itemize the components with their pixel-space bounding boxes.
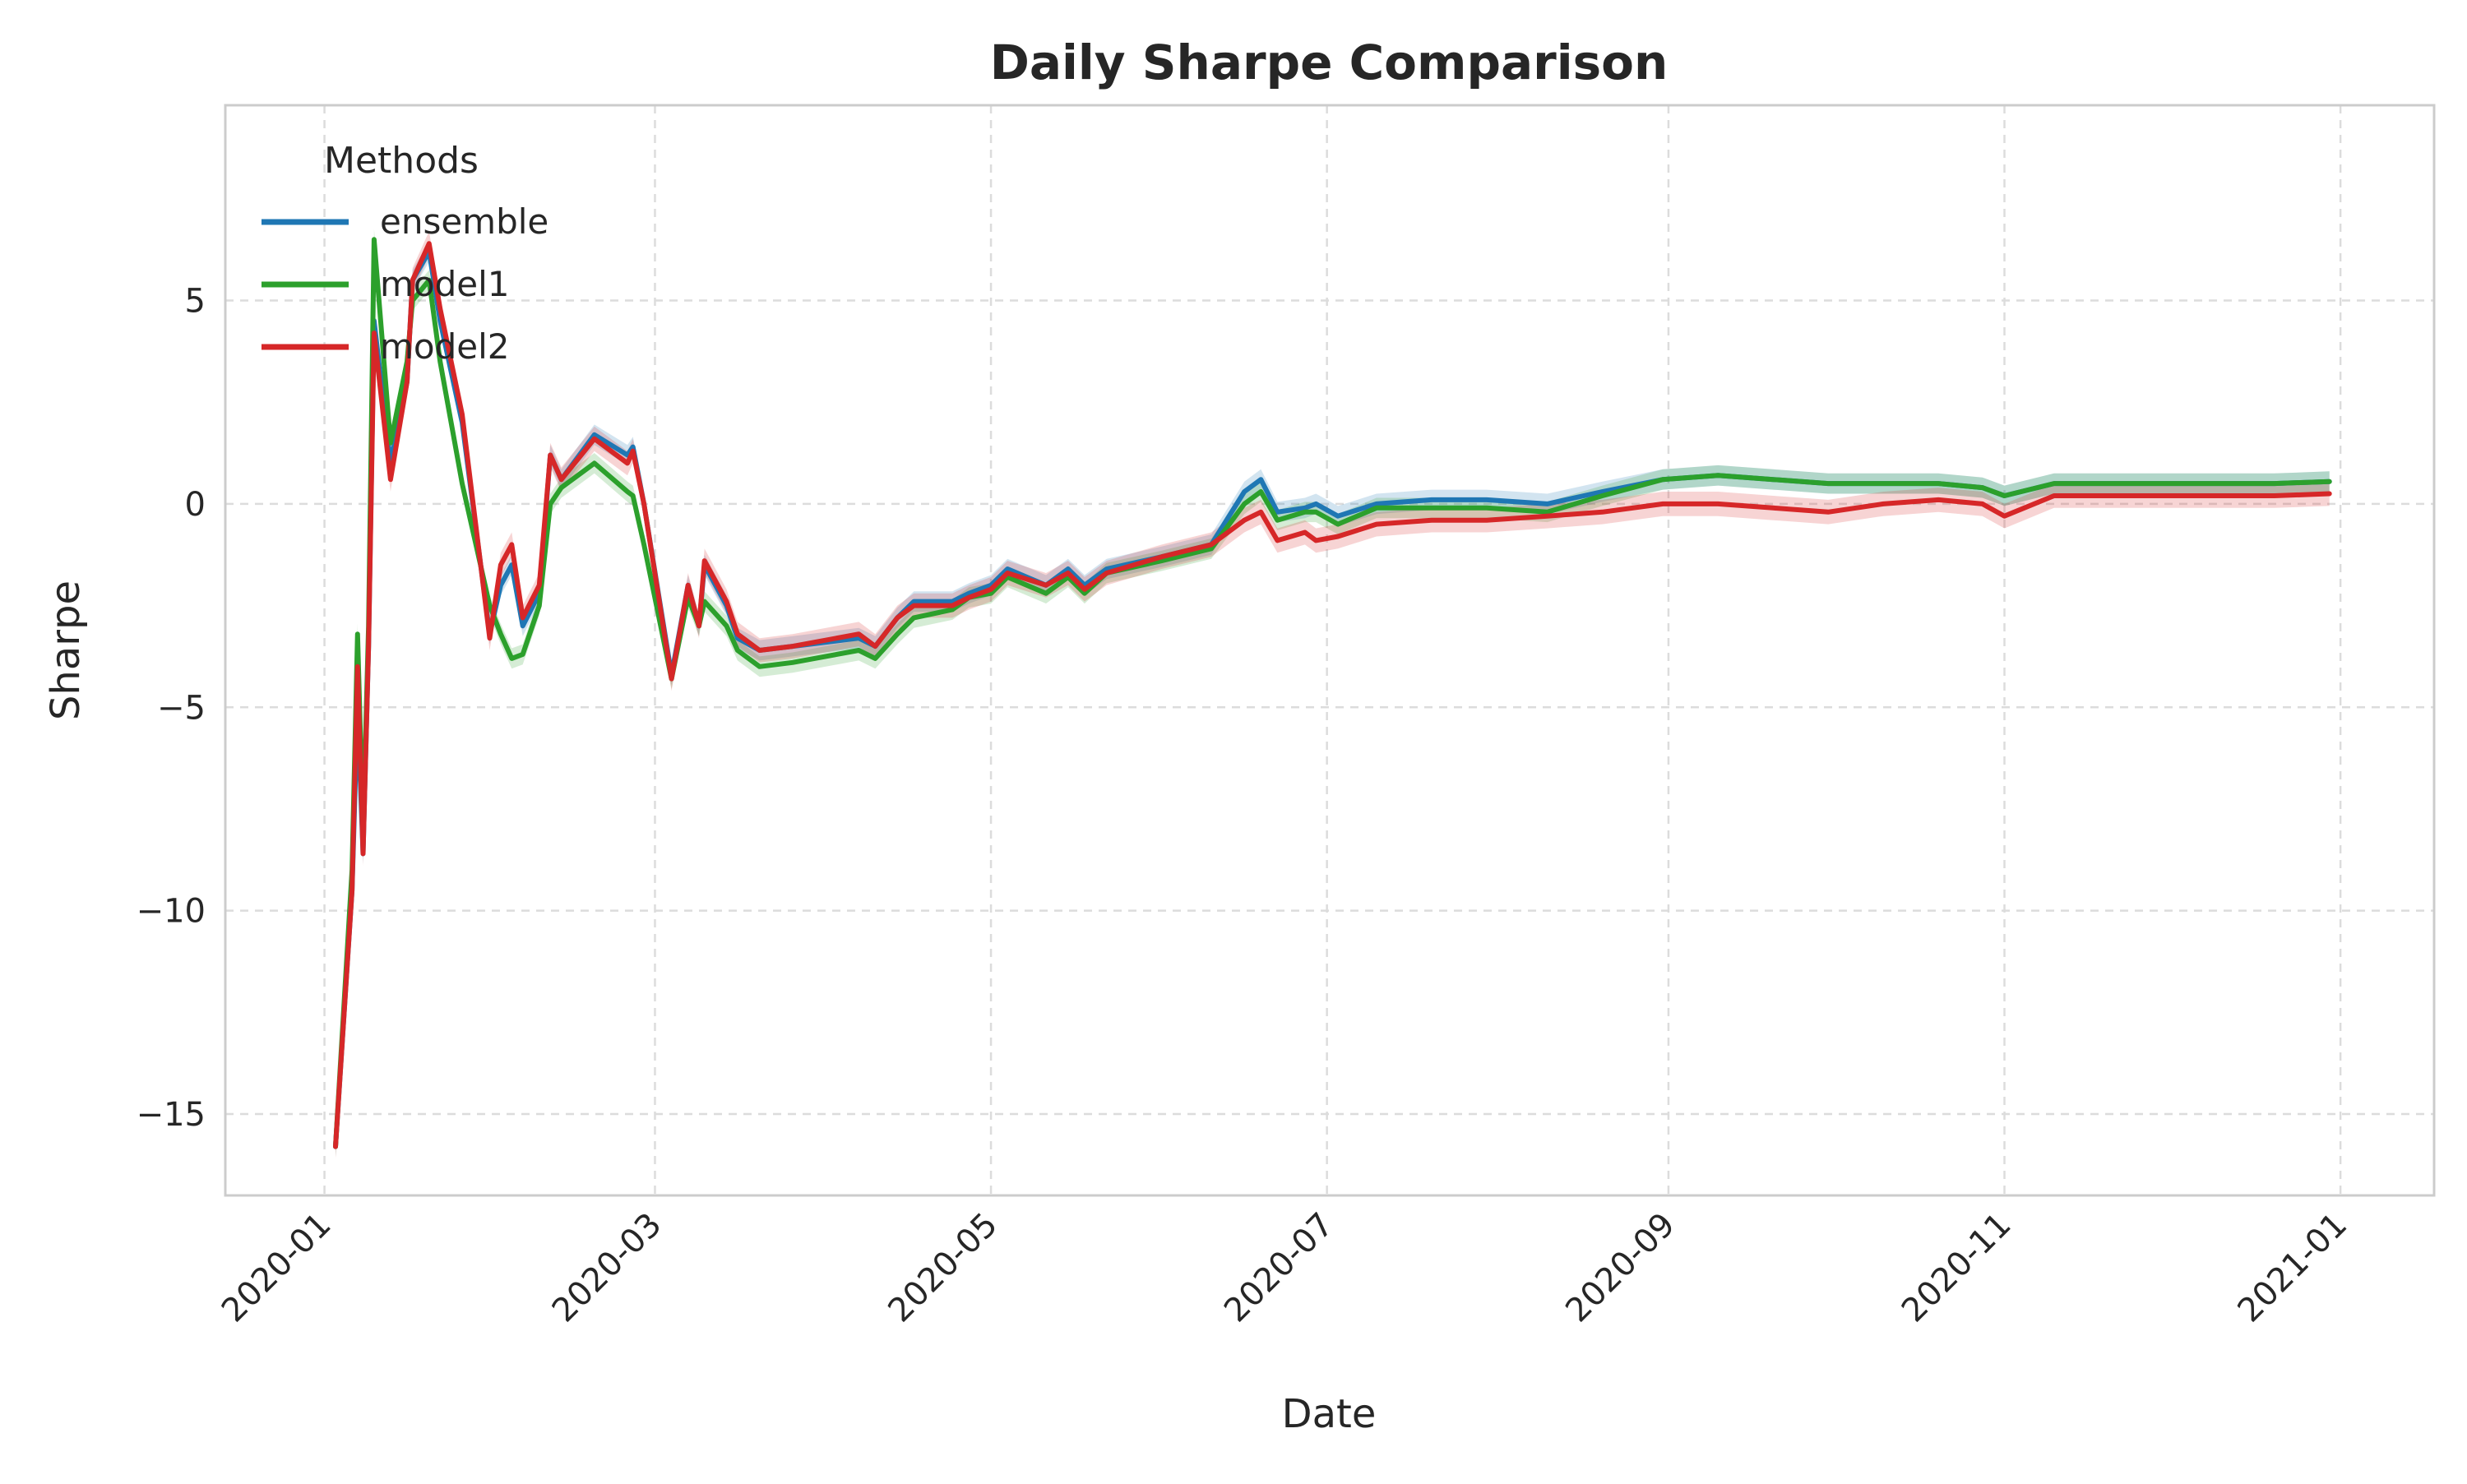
y-tick-labels: −15 −10 −5 0 5 bbox=[137, 282, 206, 1134]
y-tick-label: 0 bbox=[185, 486, 206, 524]
series-lines bbox=[333, 237, 2332, 1149]
y-tick-label: −10 bbox=[137, 893, 206, 931]
legend-label-ensemble: ensemble bbox=[380, 201, 548, 242]
chart-title: Daily Sharpe Comparison bbox=[990, 35, 1669, 90]
legend-label-model1: model1 bbox=[380, 264, 510, 304]
plot-frame bbox=[224, 104, 2436, 1197]
legend: Methods ensemble model1 model2 bbox=[262, 140, 548, 367]
y-tick-label: 5 bbox=[185, 282, 206, 320]
y-axis-label: Sharpe bbox=[43, 580, 89, 720]
y-tick-label: −5 bbox=[157, 689, 206, 727]
grid-lines bbox=[225, 105, 2434, 1195]
y-tick-label: −15 bbox=[137, 1096, 206, 1134]
x-axis-label: Date bbox=[1282, 1391, 1377, 1437]
legend-label-model2: model2 bbox=[380, 326, 510, 367]
legend-items: ensemble model1 model2 bbox=[262, 201, 548, 367]
legend-title: Methods bbox=[324, 140, 479, 182]
series-line-model2 bbox=[333, 241, 2332, 1149]
